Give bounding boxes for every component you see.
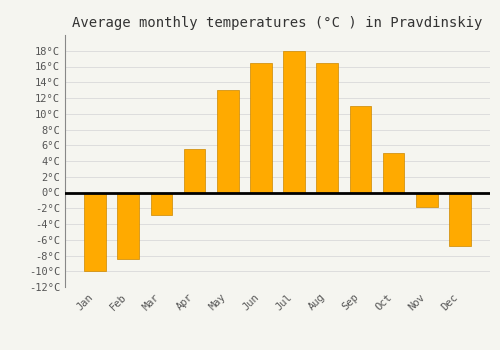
Bar — [449, 193, 470, 246]
Bar — [84, 193, 106, 271]
Bar — [250, 63, 272, 193]
Bar — [350, 106, 371, 193]
Bar — [150, 193, 172, 215]
Bar — [284, 51, 305, 192]
Title: Average monthly temperatures (°C ) in Pravdinskiy: Average monthly temperatures (°C ) in Pr… — [72, 16, 482, 30]
Bar — [118, 193, 139, 259]
Bar — [217, 90, 238, 192]
Bar — [416, 193, 438, 206]
Bar — [316, 63, 338, 193]
Bar — [383, 153, 404, 193]
Bar — [184, 149, 206, 192]
